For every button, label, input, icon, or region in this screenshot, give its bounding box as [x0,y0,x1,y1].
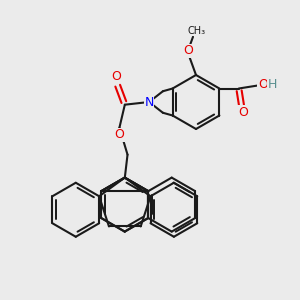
Text: O: O [183,44,193,57]
Text: CH₃: CH₃ [188,26,206,36]
Text: O: O [111,70,121,83]
Text: O: O [258,78,268,91]
Text: O: O [115,128,124,141]
Text: O: O [238,106,248,119]
Text: N: N [144,95,154,109]
Text: H: H [268,78,278,91]
